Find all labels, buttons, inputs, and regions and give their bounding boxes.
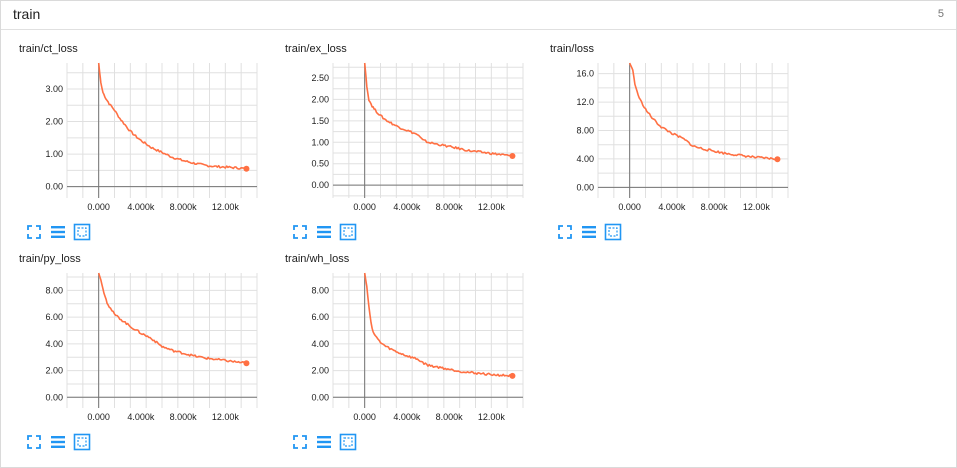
x-tick-label: 12.00k bbox=[478, 202, 506, 212]
series-end-point bbox=[774, 156, 781, 163]
y-tick-label: 16.0 bbox=[576, 69, 594, 79]
chart-title: train/wh_loss bbox=[285, 253, 350, 265]
y-tick-label: 4.00 bbox=[311, 339, 329, 349]
y-tick-label: 4.00 bbox=[45, 339, 63, 349]
y-tick-label: 0.00 bbox=[311, 392, 329, 402]
plot-svg[interactable]: 0.00 4.00 8.00 12.0 16.0 0.000 4.000k 8.000k 12.… bbox=[548, 57, 810, 212]
x-tick-label: 12.00k bbox=[743, 202, 771, 212]
series-line bbox=[363, 62, 513, 157]
x-tick-label: 4.000k bbox=[393, 412, 421, 422]
x-tick-label: 4.000k bbox=[127, 412, 155, 422]
plot-svg[interactable]: 0.00 2.00 4.00 6.00 8.00 0.000 4.000k 8.000k 12.… bbox=[17, 267, 279, 422]
series-end-point bbox=[509, 153, 516, 159]
toggle-log-scale-icon[interactable] bbox=[315, 223, 333, 241]
chart-4: train/wh_loss 0.00 2.00 4.00 6.00 8.00 0.000 4… bbox=[283, 253, 545, 458]
y-tick-label: 0.50 bbox=[311, 159, 329, 169]
series-line bbox=[97, 272, 247, 364]
y-tick-label: 2.00 bbox=[45, 366, 63, 376]
x-tick-label: 8.000k bbox=[170, 412, 198, 422]
chart-3: train/py_loss 0.00 2.00 4.00 6.00 8.00 0.000 4… bbox=[17, 253, 279, 458]
x-tick-label: 12.00k bbox=[212, 202, 240, 212]
series-line bbox=[363, 272, 513, 378]
series-line bbox=[628, 62, 778, 161]
expand-chart-icon[interactable] bbox=[339, 223, 357, 241]
x-tick-label: 0.000 bbox=[87, 202, 110, 212]
expand-chart-icon[interactable] bbox=[73, 223, 91, 241]
x-tick-label: 0.000 bbox=[618, 202, 641, 212]
fit-domain-icon[interactable] bbox=[291, 223, 309, 241]
x-tick-label: 8.000k bbox=[436, 412, 464, 422]
y-tick-label: 8.00 bbox=[576, 126, 594, 136]
toggle-log-scale-icon[interactable] bbox=[49, 433, 67, 451]
x-tick-label: 0.000 bbox=[353, 412, 376, 422]
fit-domain-icon[interactable] bbox=[25, 433, 43, 451]
x-tick-label: 4.000k bbox=[393, 202, 421, 212]
y-tick-label: 4.00 bbox=[576, 154, 594, 164]
y-tick-label: 12.0 bbox=[576, 97, 594, 107]
plot-svg[interactable]: 0.00 0.50 1.00 1.50 2.00 2.50 0.000 4.000k 8.000… bbox=[283, 57, 545, 212]
fit-domain-icon[interactable] bbox=[25, 223, 43, 241]
y-tick-label: 0.00 bbox=[45, 392, 63, 402]
y-tick-label: 2.00 bbox=[45, 117, 63, 127]
toggle-log-scale-icon[interactable] bbox=[580, 223, 598, 241]
chart-title: train/ct_loss bbox=[19, 43, 78, 55]
x-tick-label: 8.000k bbox=[436, 202, 464, 212]
y-tick-label: 1.00 bbox=[311, 137, 329, 147]
x-tick-label: 12.00k bbox=[212, 412, 240, 422]
x-tick-label: 12.00k bbox=[478, 412, 506, 422]
chart-title: train/py_loss bbox=[19, 253, 81, 265]
card-header[interactable]: train 5 bbox=[1, 1, 956, 30]
expand-chart-icon[interactable] bbox=[73, 433, 91, 451]
toggle-log-scale-icon[interactable] bbox=[49, 223, 67, 241]
expand-chart-icon[interactable] bbox=[339, 433, 357, 451]
chart-title: train/loss bbox=[550, 43, 595, 55]
series-end-point bbox=[509, 372, 516, 379]
series-line bbox=[97, 62, 247, 170]
fit-domain-icon[interactable] bbox=[556, 223, 574, 241]
x-tick-label: 0.000 bbox=[353, 202, 376, 212]
series-end-point bbox=[243, 360, 250, 367]
y-tick-label: 2.50 bbox=[311, 73, 329, 83]
y-tick-label: 6.00 bbox=[311, 312, 329, 322]
y-tick-label: 2.00 bbox=[311, 366, 329, 376]
y-tick-label: 8.00 bbox=[311, 285, 329, 295]
x-tick-label: 0.000 bbox=[87, 412, 110, 422]
chart-title: train/ex_loss bbox=[285, 43, 347, 55]
y-tick-label: 1.00 bbox=[45, 149, 63, 159]
toggle-log-scale-icon[interactable] bbox=[315, 433, 333, 451]
x-tick-label: 4.000k bbox=[658, 202, 686, 212]
plot-svg[interactable]: 0.00 2.00 4.00 6.00 8.00 0.000 4.000k 8.000k 12.… bbox=[283, 267, 545, 422]
chart-2: train/loss 0.00 4.00 8.00 12.0 16.0 0.000 4.00… bbox=[548, 43, 810, 248]
chart-0: train/ct_loss 0.00 1.00 2.00 3.00 0.000 4.000… bbox=[17, 43, 279, 248]
y-tick-label: 3.00 bbox=[45, 84, 63, 94]
y-tick-label: 6.00 bbox=[45, 312, 63, 322]
y-tick-label: 0.00 bbox=[45, 182, 63, 192]
chart-1: train/ex_loss 0.00 0.50 1.00 1.50 2.00 2.50 0.… bbox=[283, 43, 545, 248]
card-title: train bbox=[13, 6, 41, 22]
x-tick-label: 4.000k bbox=[127, 202, 155, 212]
y-tick-label: 2.00 bbox=[311, 94, 329, 104]
chart-count: 5 bbox=[937, 8, 944, 20]
plot-svg[interactable]: 0.00 1.00 2.00 3.00 0.000 4.000k 8.000k 12.00k bbox=[17, 57, 279, 212]
x-tick-label: 8.000k bbox=[170, 202, 198, 212]
x-tick-label: 8.000k bbox=[701, 202, 729, 212]
y-tick-label: 8.00 bbox=[45, 285, 63, 295]
expand-chart-icon[interactable] bbox=[604, 223, 622, 241]
y-tick-label: 0.00 bbox=[576, 182, 594, 192]
y-tick-label: 0.00 bbox=[311, 180, 329, 190]
y-tick-label: 1.50 bbox=[311, 116, 329, 126]
fit-domain-icon[interactable] bbox=[291, 433, 309, 451]
series-end-point bbox=[243, 165, 250, 172]
